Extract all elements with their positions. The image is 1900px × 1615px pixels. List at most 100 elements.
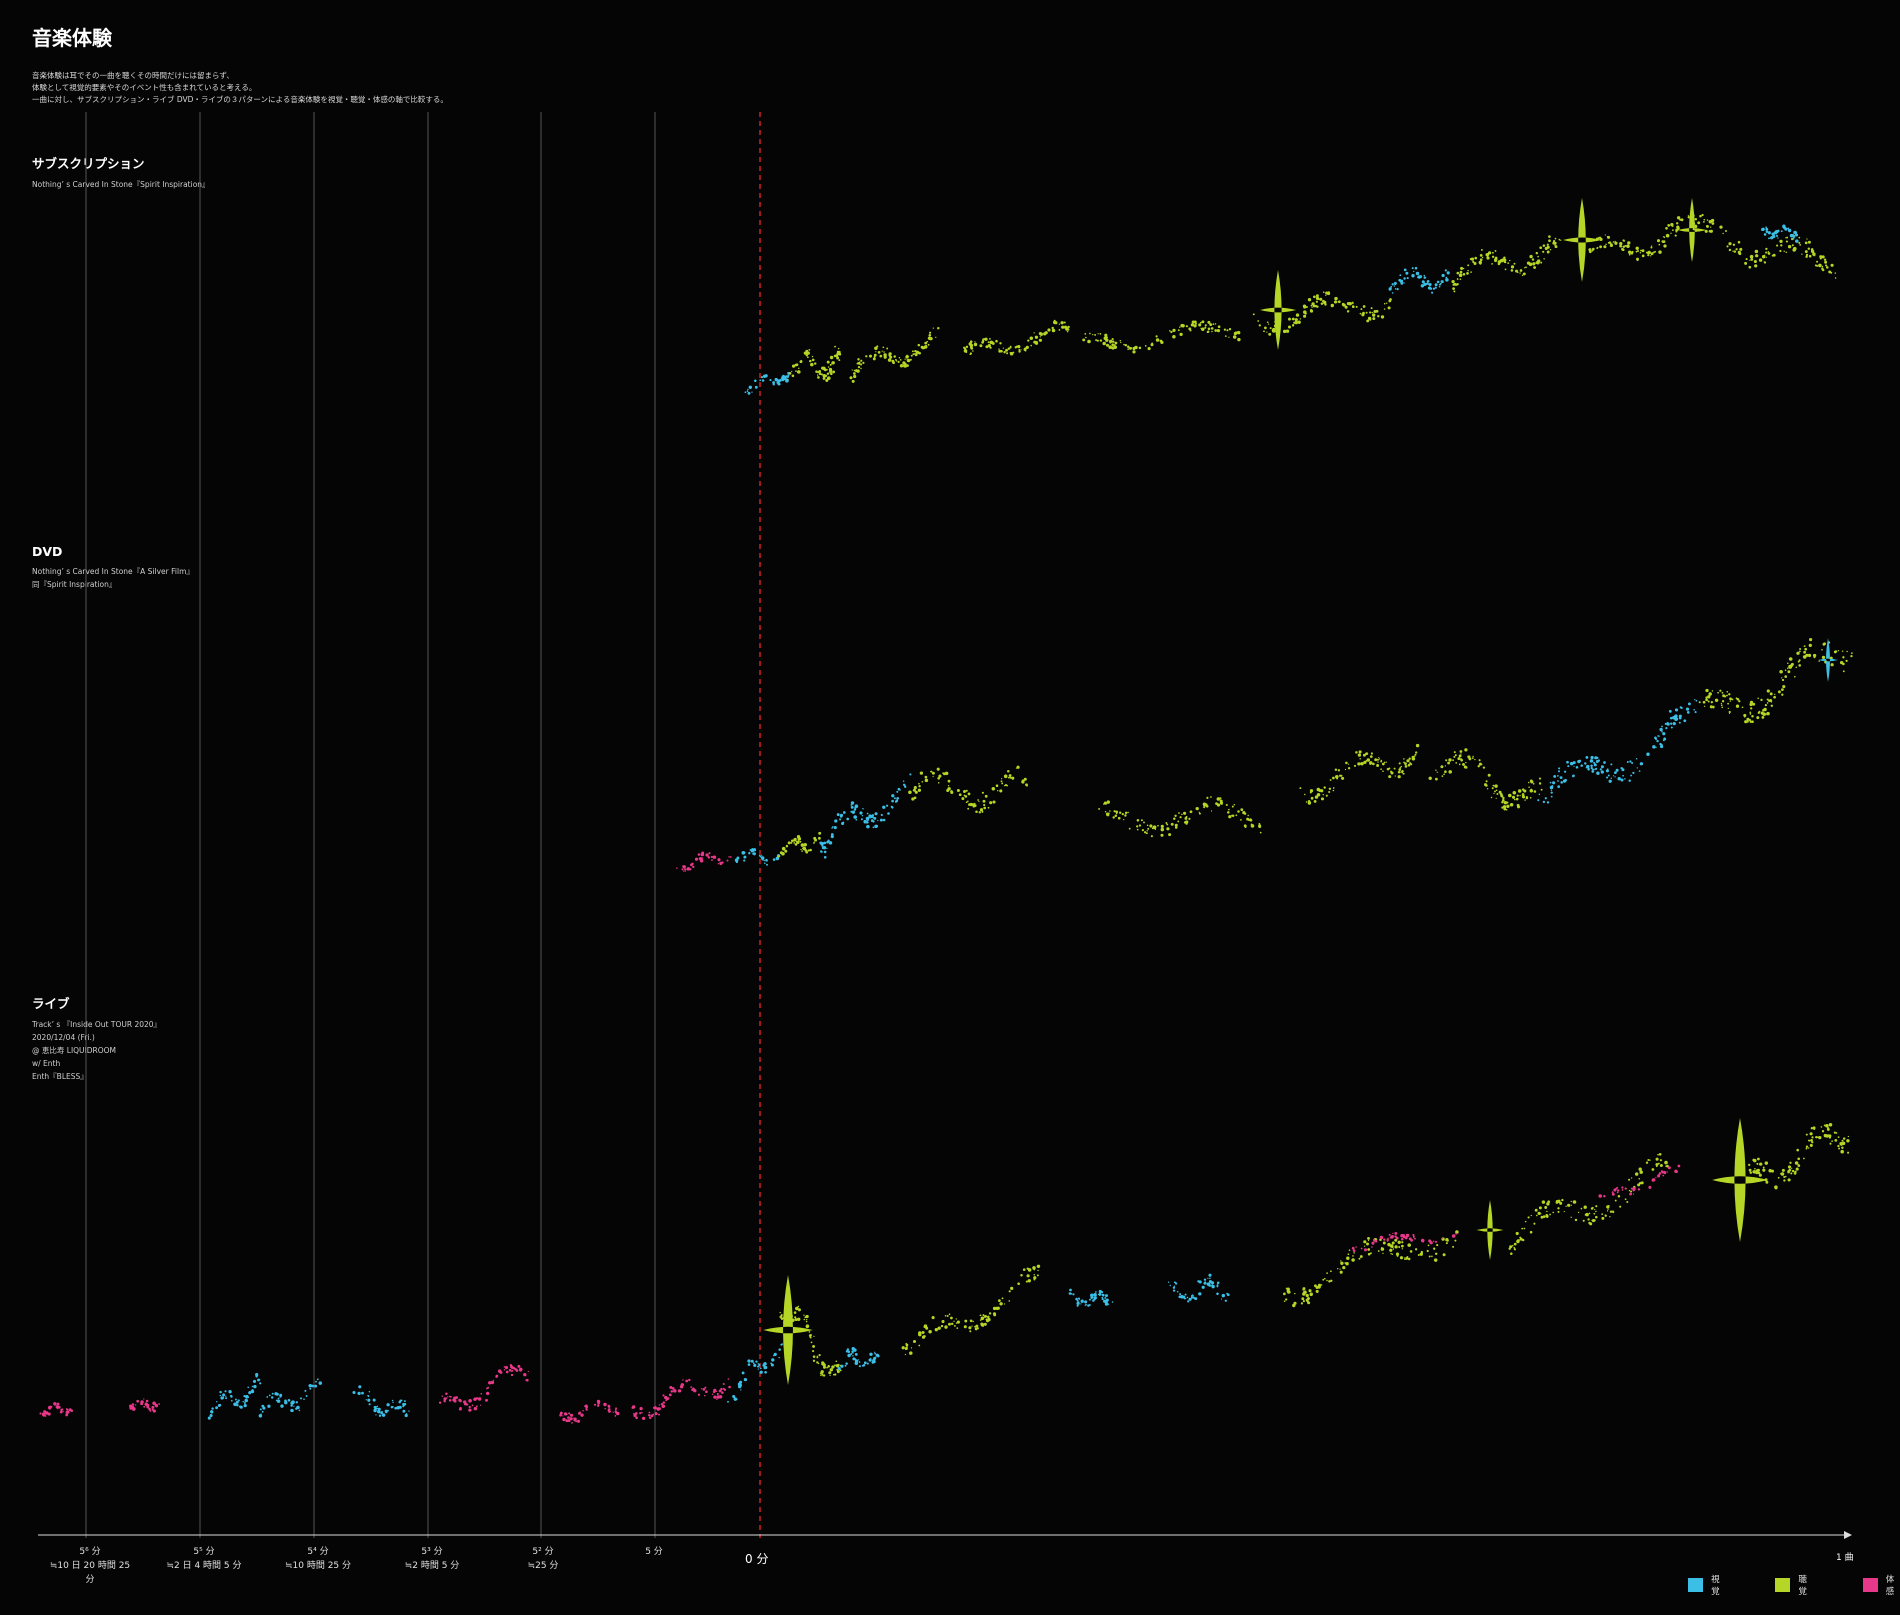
stream-dot	[879, 354, 883, 358]
stream-dot	[1178, 812, 1180, 814]
subscription-burst	[1677, 198, 1707, 262]
stream-dot	[827, 366, 830, 368]
stream-dot	[1659, 727, 1663, 732]
stream-dot	[800, 843, 805, 847]
stream-dot	[1018, 350, 1021, 353]
stream-dot	[748, 385, 752, 389]
stream-dot	[1474, 256, 1478, 260]
stream-dot	[1719, 226, 1721, 229]
stream-dot	[1782, 685, 1786, 689]
stream-dot	[821, 1373, 824, 1376]
stream-dot	[1022, 1268, 1026, 1272]
stream-dot	[563, 1412, 568, 1416]
stream-dot	[1815, 1136, 1818, 1139]
stream-dot	[829, 355, 834, 360]
stream-dot	[1355, 1246, 1357, 1248]
stream-dot	[1599, 768, 1602, 771]
stream-dot	[882, 818, 886, 822]
stream-dot	[1524, 799, 1526, 801]
stream-dot	[1376, 758, 1379, 761]
stream-dot	[779, 851, 783, 855]
stream-dot	[1584, 1213, 1587, 1216]
stream-dot	[1813, 254, 1816, 257]
stream-dot	[1397, 770, 1401, 774]
stream-dot	[947, 779, 951, 783]
stream-dot	[893, 355, 896, 358]
stream-dot	[1114, 814, 1118, 817]
stream-dot	[1598, 1194, 1602, 1198]
stream-dot	[859, 361, 861, 363]
stream-dot	[396, 1405, 400, 1410]
stream-dot	[1629, 760, 1632, 763]
stream-dot	[963, 1325, 967, 1329]
stream-dot	[705, 1390, 708, 1394]
stream-dot	[721, 1391, 724, 1394]
stream-dot	[525, 1379, 528, 1382]
stream-dot	[747, 391, 751, 395]
stream-dot	[1342, 1266, 1346, 1270]
stream-dot	[1370, 307, 1373, 310]
stream-dot	[1355, 305, 1358, 308]
stream-dot	[1760, 698, 1763, 702]
stream-dot	[904, 1353, 907, 1356]
stream-dot	[287, 1398, 291, 1402]
stream-dot	[1670, 711, 1672, 713]
stream-dot	[1474, 758, 1476, 761]
stream-dot	[868, 1358, 872, 1362]
stream-dot	[404, 1413, 408, 1418]
stream-dot	[1805, 1147, 1808, 1150]
stream-dot	[765, 858, 768, 862]
stream-dot	[1632, 1189, 1635, 1192]
stream-dot	[874, 346, 878, 351]
stream-dot	[921, 1335, 926, 1339]
stream-dot	[1443, 773, 1445, 776]
stream-dot	[1630, 1187, 1633, 1190]
stream-dot	[999, 1302, 1003, 1306]
stream-dot	[759, 1370, 763, 1374]
stream-dot	[1529, 789, 1534, 793]
stream-dot	[1679, 706, 1682, 709]
stream-dot	[944, 1314, 947, 1317]
stream-dot	[976, 1327, 979, 1330]
stream-dot	[836, 1368, 839, 1371]
stream-dot	[1805, 1145, 1809, 1148]
stream-dot	[1503, 256, 1506, 260]
stream-dot	[963, 790, 966, 793]
stream-dot	[1206, 796, 1209, 799]
stream-dot	[275, 1399, 278, 1402]
stream-dot	[806, 1318, 808, 1321]
axis-tick-label: 5³ 分 ≒2 時間 5 分	[387, 1545, 477, 1573]
stream-dot	[1558, 238, 1561, 241]
live-stream	[1351, 1231, 1458, 1253]
stream-dot	[983, 803, 986, 807]
stream-dot	[895, 799, 899, 802]
stream-dot	[1216, 1292, 1219, 1296]
stream-dot	[1521, 793, 1525, 796]
stream-dot	[1319, 297, 1323, 301]
stream-dot	[1020, 349, 1022, 351]
stream-dot	[1305, 1298, 1309, 1302]
stream-dot	[519, 1368, 522, 1372]
stream-dot	[691, 1388, 694, 1392]
stream-dot	[447, 1396, 449, 1398]
stream-dot	[812, 1355, 816, 1358]
stream-dot	[1309, 308, 1313, 312]
stream-dot	[1563, 770, 1567, 773]
stream-dot	[1199, 321, 1202, 324]
stream-dot	[1754, 249, 1759, 254]
stream-dot	[825, 378, 829, 382]
stream-dot	[1803, 1157, 1805, 1160]
stream-dot	[1043, 332, 1047, 336]
stream-dot	[883, 351, 885, 353]
stream-dot	[1412, 1235, 1415, 1238]
stream-dot	[1198, 812, 1201, 815]
stream-dot	[511, 1369, 514, 1372]
stream-dot	[788, 372, 792, 375]
stream-dot	[747, 1359, 751, 1363]
stream-dot	[235, 1400, 239, 1404]
stream-dot	[1821, 265, 1824, 268]
stream-dot	[979, 344, 983, 348]
stream-dot	[666, 1398, 669, 1401]
stream-dot	[1635, 757, 1638, 760]
stream-dot	[1300, 1302, 1304, 1305]
